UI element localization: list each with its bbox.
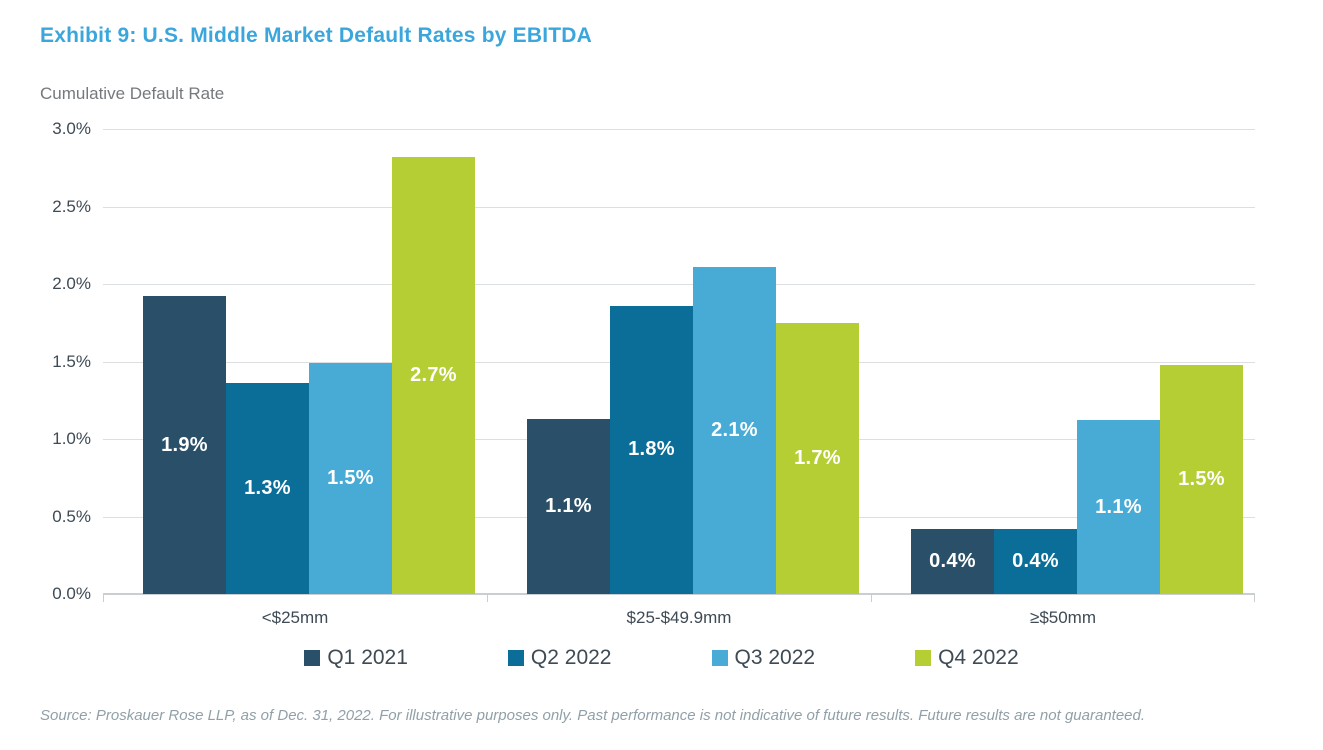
bar-value-label: 1.1% [545, 494, 592, 517]
x-axis-category-label: <$25mm [261, 608, 329, 627]
bar-value-label: 1.3% [244, 477, 291, 500]
y-axis-tick-label: 2.0% [52, 274, 91, 293]
legend-swatch-icon [711, 650, 728, 666]
bar-value-label: 1.8% [628, 438, 675, 461]
bar-q2-2022: 0.4% [994, 528, 1077, 594]
bar-value-label: 1.5% [1178, 467, 1225, 490]
y-axis-tick-label: 3.0% [52, 119, 91, 138]
bar-value-label: 2.1% [711, 418, 758, 441]
legend-item-q1-2021: Q1 2021 [304, 646, 408, 670]
bar-q3-2022: 2.1% [693, 266, 776, 594]
bar-q3-2022: 1.5% [309, 363, 392, 594]
x-axis-tick [871, 594, 872, 602]
chart-legend: Q1 2021 Q2 2022 Q3 2022 Q4 2022 [0, 646, 1323, 670]
gridline [103, 129, 1255, 130]
y-axis-tick-label: 1.5% [52, 351, 91, 371]
bar-q1-2021: 1.9% [143, 296, 226, 594]
legend-label: Q3 2022 [734, 646, 816, 669]
source-note: Source: Proskauer Rose LLP, as of Dec. 3… [40, 707, 1146, 724]
legend-swatch-icon [304, 650, 321, 666]
bar-value-label: 1.9% [161, 433, 208, 456]
bar-q2-2022: 1.3% [226, 383, 309, 594]
gridline [103, 284, 1255, 285]
bar-chart-plot-area: 3.0% 2.5% 2.0% 1.5% 1.0% 0.5% 0.0% 1.9% 1.3% 1.5%… [52, 119, 1255, 627]
bar-q2-2022: 1.8% [610, 305, 693, 594]
bar-value-label: 1.5% [327, 467, 374, 490]
y-axis-tick-label: 0.0% [52, 584, 91, 603]
y-axis-tick-label: 0.5% [52, 506, 91, 526]
y-axis-tick-label: 1.0% [52, 429, 91, 448]
legend-swatch-icon [507, 650, 524, 666]
gridline [103, 206, 1255, 208]
legend-item-q2-2022: Q2 2022 [507, 646, 612, 670]
bar-q4-2022: 1.5% [1160, 364, 1243, 594]
bar-q1-2021: 1.1% [527, 418, 610, 594]
legend-item-q3-2022: Q3 2022 [711, 646, 816, 670]
chart-title: Exhibit 9: U.S. Middle Market Default Ra… [40, 24, 593, 47]
bar-value-label: 0.4% [929, 549, 976, 572]
x-axis-tick [487, 594, 488, 602]
bar-q4-2022: 1.7% [776, 322, 859, 594]
x-axis-baseline [103, 593, 1255, 595]
legend-label: Q4 2022 [938, 646, 1019, 669]
bar-value-label: 0.4% [1012, 549, 1059, 572]
x-axis-tick [1254, 594, 1255, 602]
bar-q3-2022: 1.1% [1077, 420, 1160, 594]
x-axis-tick [103, 594, 104, 602]
legend-swatch-icon [915, 650, 932, 666]
legend-label: Q2 2022 [530, 646, 612, 669]
x-axis-category-label: ≥$50mm [1029, 608, 1097, 627]
bar-value-label: 2.7% [410, 363, 457, 386]
y-axis-title: Cumulative Default Rate [40, 84, 225, 103]
bar-value-label: 1.1% [1095, 495, 1142, 518]
x-axis-category-label: $25-$49.9mm [626, 608, 732, 627]
legend-label: Q1 2021 [327, 646, 408, 669]
bar-q4-2022: 2.7% [392, 156, 475, 594]
y-axis-tick-label: 2.5% [52, 196, 91, 216]
legend-item-q4-2022: Q4 2022 [915, 646, 1019, 670]
bar-q1-2021: 0.4% [911, 528, 994, 594]
bar-value-label: 1.7% [794, 446, 841, 469]
